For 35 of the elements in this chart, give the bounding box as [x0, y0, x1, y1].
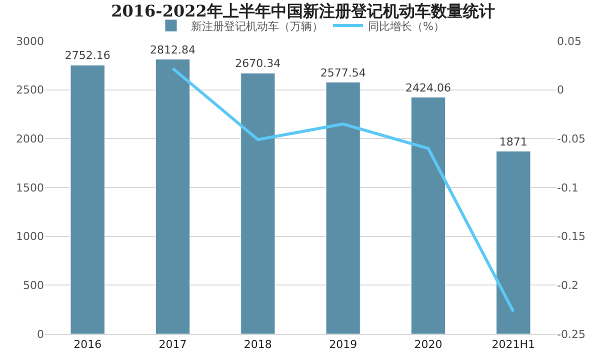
bar [70, 64, 105, 334]
y2-tick-label: -0.1 [557, 181, 578, 194]
y-tick-label: 2500 [16, 84, 44, 97]
y2-tick-label: 0 [557, 84, 564, 97]
data-label: 2424.06 [406, 81, 451, 94]
x-tick-label: 2021H1 [492, 338, 536, 352]
y-tick-label: 1000 [16, 230, 44, 244]
y2-tick-label: -0.2 [557, 279, 578, 292]
data-label: 2577.54 [320, 66, 366, 80]
data-label: 2752.16 [64, 49, 110, 62]
legend-label: 新注册登记机动车（万辆） [191, 20, 323, 33]
bar [155, 59, 190, 334]
x-tick-label: 2019 [329, 338, 358, 352]
bar [496, 151, 531, 334]
x-tick-label: 2017 [158, 338, 187, 352]
y2-tick-label: -0.05 [557, 132, 586, 146]
data-label: 1871 [499, 135, 528, 148]
y-tick-label: 500 [23, 279, 44, 292]
y-tick-label: 2000 [16, 132, 44, 146]
data-label: 2812.84 [150, 43, 196, 56]
bar [326, 82, 360, 334]
bar [410, 97, 446, 334]
data-label: 2670.34 [235, 57, 281, 70]
y2-tick-label: -0.25 [557, 328, 586, 341]
y-tick-label: 1500 [16, 181, 44, 194]
bar [240, 72, 276, 334]
x-tick-label: 2018 [244, 338, 272, 352]
y-tick-label: 3000 [16, 34, 44, 48]
x-tick-label: 2016 [74, 338, 102, 352]
y2-tick-label: -0.15 [557, 230, 586, 244]
y-tick-label: 0 [37, 328, 44, 341]
legend-label: 同比增长（%） [368, 20, 444, 33]
x-tick-label: 2020 [414, 338, 442, 352]
chart-title: 2016-2022年上半年中国新注册登记机动车数量统计 [111, 2, 495, 21]
y2-tick-label: 0.05 [557, 34, 582, 48]
